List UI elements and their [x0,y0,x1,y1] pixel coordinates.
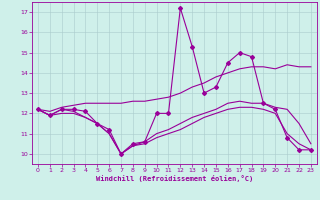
X-axis label: Windchill (Refroidissement éolien,°C): Windchill (Refroidissement éolien,°C) [96,175,253,182]
